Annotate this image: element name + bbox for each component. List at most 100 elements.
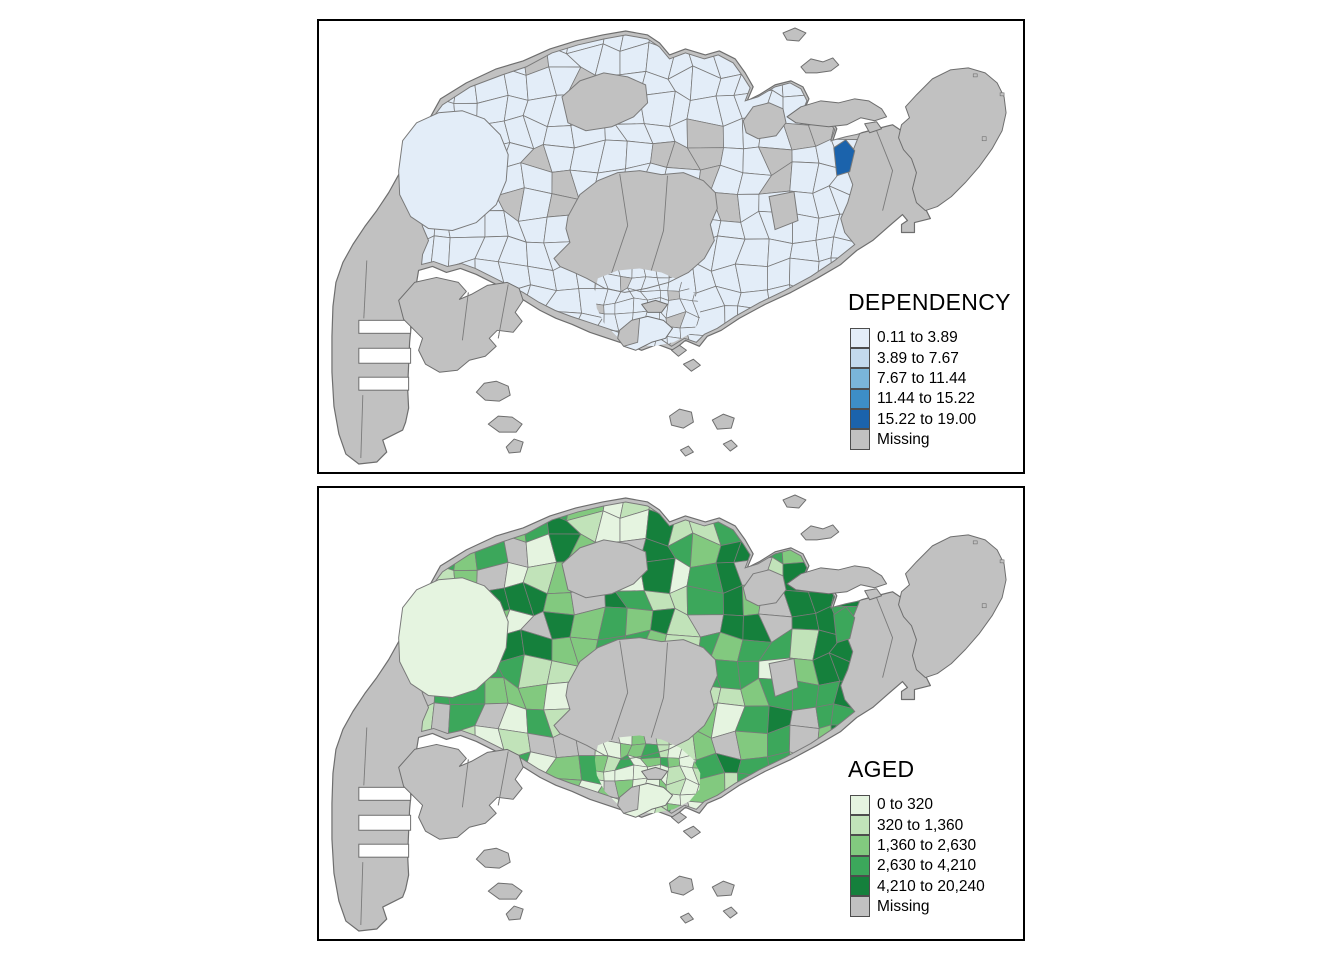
- legend-swatch: [850, 876, 870, 897]
- gray-zone-border: [876, 597, 894, 678]
- subzone: [670, 34, 701, 53]
- legend-label: 320 to 1,360: [877, 816, 964, 834]
- sw-island-3: [505, 905, 524, 921]
- subzone: [520, 777, 543, 810]
- subzone: [828, 539, 860, 568]
- subzone: [418, 46, 434, 80]
- tuas-dock-basin: [358, 843, 410, 858]
- legend-swatch: [850, 794, 870, 815]
- subzone: [478, 501, 505, 521]
- subzone: [737, 305, 771, 344]
- legend-row: 1,360 to 2,630: [846, 835, 985, 856]
- subzone: [448, 52, 483, 79]
- subzone: [448, 501, 483, 523]
- jurong-island-borders: [461, 751, 509, 808]
- gray-zone-border: [363, 260, 368, 319]
- subzone: [852, 34, 860, 45]
- legend-swatch: [850, 835, 870, 856]
- legend-row: Missing: [846, 896, 985, 917]
- legend-label: Missing: [877, 431, 930, 449]
- s-island-1: [669, 408, 694, 429]
- subzone: [418, 513, 434, 547]
- subzone: [709, 34, 745, 56]
- core-subzone: [692, 300, 701, 319]
- legend-row: 7.67 to 11.44: [846, 368, 1011, 389]
- legend-label: 3.89 to 7.67: [877, 349, 959, 367]
- aged-legend: AGED 0 to 320 320 to 1,360 1,360 to 2,630 2…: [846, 756, 985, 917]
- legend-swatch: [850, 855, 870, 877]
- legend-label: 0.11 to 3.89: [877, 329, 958, 347]
- subzone: [495, 800, 530, 814]
- legend-label: Missing: [877, 898, 930, 916]
- sentosa-missing-part: [617, 317, 641, 347]
- subzone: [418, 34, 432, 56]
- core-subzone: [692, 767, 701, 786]
- pulau-ubin: [786, 565, 888, 595]
- s-island-3: [722, 439, 738, 452]
- pulau-ketam: [864, 588, 883, 601]
- subzone: [757, 510, 797, 541]
- subzone: [670, 501, 701, 520]
- highlight-subzone: [833, 606, 856, 644]
- ne-islet-1: [782, 494, 807, 509]
- nw-catchment-subzone: [398, 110, 509, 232]
- s-islet-b: [682, 358, 701, 372]
- subzone: [735, 801, 768, 814]
- s-island-1: [669, 875, 694, 896]
- subzone: [427, 501, 452, 523]
- subzone: [833, 34, 860, 53]
- subzone: [793, 796, 821, 814]
- subzone: [757, 43, 797, 74]
- s-island-4: [679, 912, 694, 924]
- subzone: [758, 796, 795, 814]
- subzone: [853, 43, 860, 80]
- s-islet-a: [670, 344, 687, 357]
- populated-area-boundary: [418, 34, 861, 347]
- legend-label: 2,630 to 4,210: [877, 857, 977, 875]
- gray-zone-border: [876, 130, 894, 211]
- subzone: [852, 501, 860, 512]
- subzone: [740, 43, 770, 75]
- legend-swatch: [850, 327, 870, 348]
- subzone: [430, 46, 459, 80]
- core-subzone: [594, 803, 607, 814]
- subzone: [833, 510, 860, 541]
- subzone: [740, 510, 770, 542]
- subzone: [418, 67, 434, 102]
- tuas-dock-basin: [358, 786, 412, 801]
- tuas-dock-basin: [358, 376, 410, 391]
- tuas-dock-basin: [358, 319, 412, 334]
- pulau-tekong: [898, 67, 1007, 212]
- legend-row: 320 to 1,360: [846, 814, 985, 836]
- subzone: [709, 501, 745, 523]
- tuas-dock-basin: [358, 347, 412, 364]
- subzone: [541, 334, 572, 347]
- pulau-ubin: [786, 98, 888, 128]
- subzone: [758, 772, 795, 803]
- legend-label: 11.44 to 15.22: [877, 390, 975, 408]
- ne-islet-1: [782, 27, 807, 42]
- s-islet-b: [682, 825, 701, 839]
- subzone: [735, 334, 768, 347]
- legend-label: 0 to 320: [877, 796, 934, 814]
- sentosa-missing-part: [617, 784, 641, 814]
- dependency-legend-rows: 0.11 to 3.89 3.89 to 7.67 7.67 to 11.44 11.…: [846, 327, 1011, 450]
- subzone: [418, 534, 434, 569]
- subzone: [815, 72, 842, 101]
- gray-zone-border: [647, 642, 668, 750]
- subzone: [517, 654, 553, 689]
- legend-swatch: [850, 388, 870, 410]
- subzone: [566, 331, 606, 347]
- legend-swatch: [850, 409, 870, 430]
- subzone: [687, 501, 719, 517]
- legend-row: 0.11 to 3.89: [846, 327, 1011, 348]
- subzone: [430, 513, 459, 547]
- legend-label: 7.67 to 11.44: [877, 369, 967, 387]
- legend-swatch: [850, 368, 870, 389]
- pulau-tekong: [898, 534, 1007, 679]
- subzone: [734, 730, 768, 761]
- gray-zone-border: [609, 173, 629, 279]
- subzone: [853, 72, 860, 93]
- subzone: [721, 803, 739, 814]
